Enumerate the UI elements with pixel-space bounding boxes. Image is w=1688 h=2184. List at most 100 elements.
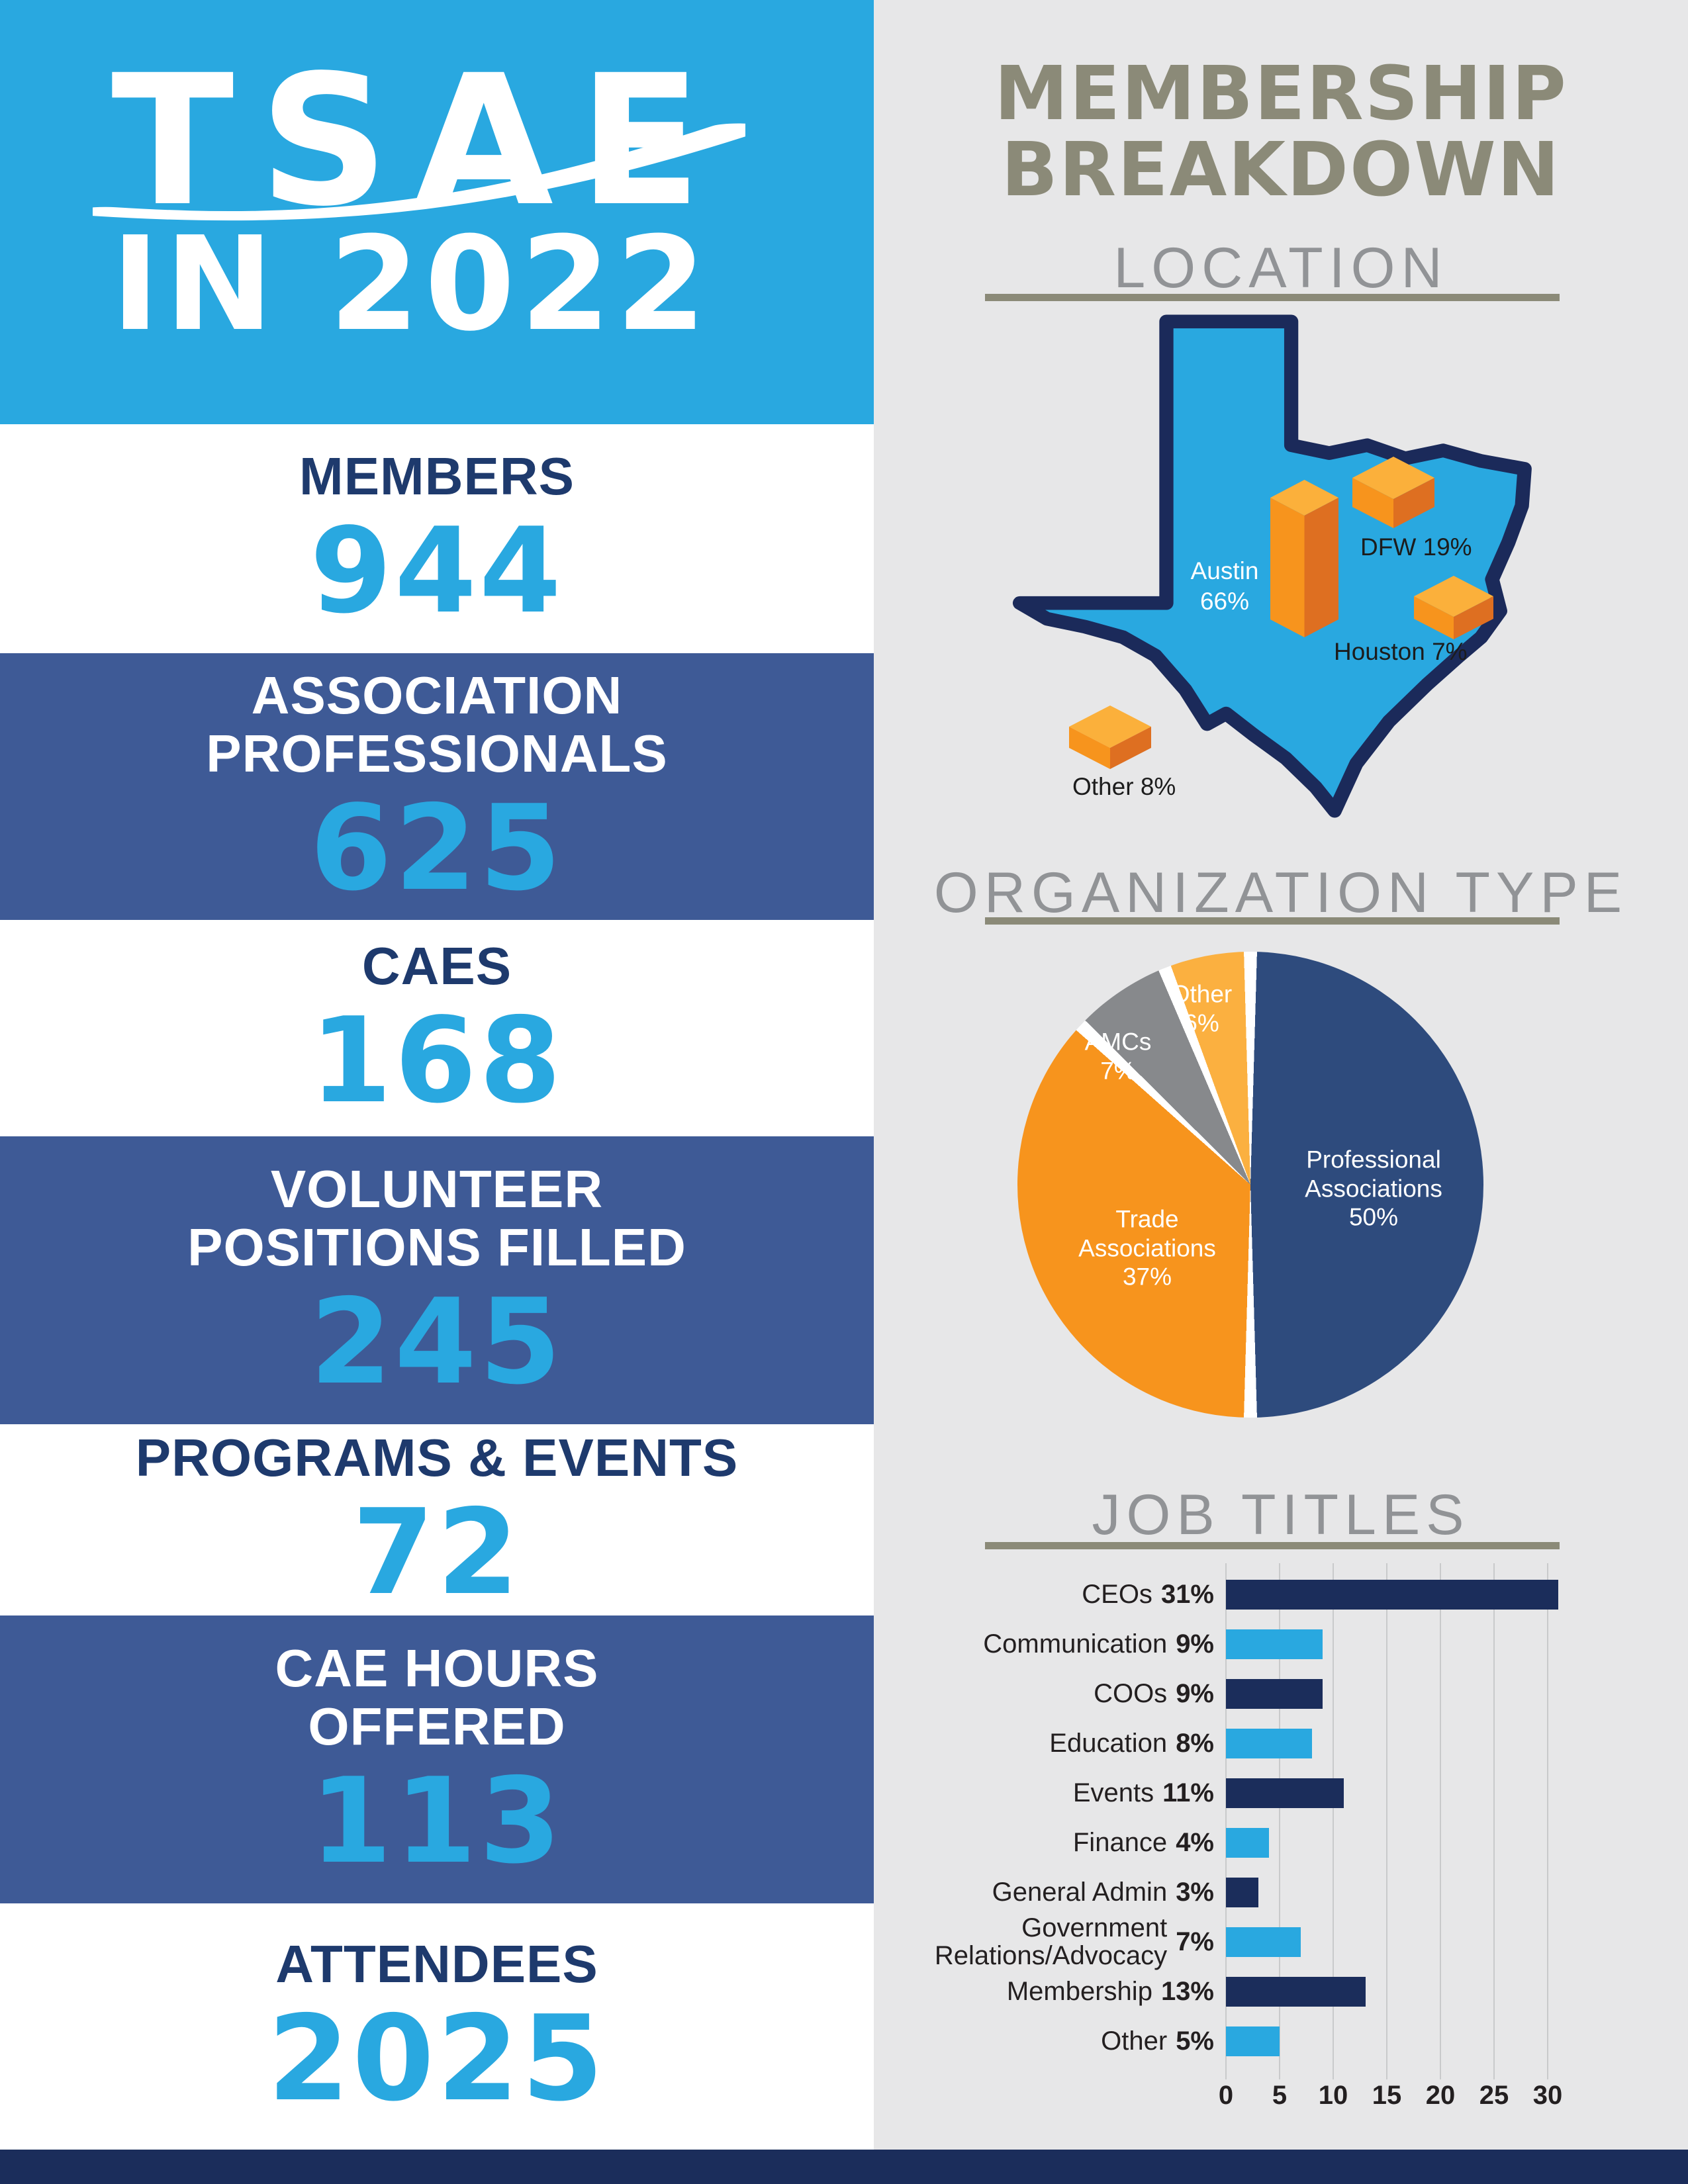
bar-value-label: 8% [1176,1729,1214,1758]
bar [1226,2026,1280,2056]
bar-category-label: General Admin [992,1877,1168,1907]
texas-map: Austin 66% DFW 19% Houston 7% Other 8% [973,306,1569,842]
stat-label: VOLUNTEER POSITIONS FILLED [187,1159,686,1277]
stat-label: MEMBERS [299,447,575,506]
map-marker-box [1414,576,1493,639]
stat-band: VOLUNTEER POSITIONS FILLED 245 [0,1136,874,1424]
bar-category-label: COOs [1094,1678,1168,1708]
stat-band: CAE HOURS OFFERED 113 [0,1615,874,1903]
logo-subtitle: IN 2022 [111,209,712,360]
bar-value-label: 9% [1176,1629,1214,1659]
tsae-logo: TSAE [93,52,745,232]
map-marker-label: Other 8% [1072,773,1176,800]
bar-value-label: 13% [1160,1977,1214,2006]
map-marker-label: Austin 66% [1190,557,1259,615]
membership-title: MEMBERSHIP BREAKDOWN [994,51,1568,214]
3d-box-icon [1270,480,1338,637]
bar-category-label: Events [1072,1778,1154,1807]
right-column: MEMBERSHIP BREAKDOWN LOCATION Austin 66%… [874,0,1688,2150]
bar [1226,1679,1323,1709]
bar [1226,1580,1559,1610]
axis-tick-label: 25 [1479,2081,1509,2110]
bar-category-label: Education [1049,1728,1168,1758]
logo-text: TSAE [111,37,727,246]
bar-row: General Admin 3% [874,1868,1688,1917]
bar-label-cell: Events 11% [874,1778,1226,1808]
axis-tick-label: 5 [1272,2081,1288,2110]
gridline [1333,1563,1334,2079]
logo-block: TSAE IN 2022 [0,0,874,424]
box-right-face [1304,498,1338,637]
bar-value-label: 31% [1160,1580,1214,1609]
bar-value-label: 3% [1176,1878,1214,1907]
bar-category-label: Finance [1072,1827,1168,1857]
map-marker-label: DFW 19% [1360,533,1472,561]
pie-slice-value: 6% [1184,1009,1219,1036]
pie-slice-label: Trade Associations 37% [1058,1205,1237,1292]
stat-value: 113 [310,1752,564,1889]
box-left-face [1414,596,1454,639]
pie-slice-name: Professional Associations [1305,1146,1442,1203]
gridline [1547,1563,1548,2079]
bar [1226,1927,1301,1957]
pie-slice-value: 37% [1122,1263,1172,1291]
bar-value-label: 5% [1176,2026,1214,2056]
stat-value: 72 [352,1483,522,1621]
pie-slice-value: 50% [1348,1203,1399,1231]
box-left-face [1352,478,1393,528]
location-rule [985,294,1560,301]
bar [1226,1729,1312,1758]
stat-value: 2025 [267,1990,606,2127]
gridline [1225,1563,1227,2079]
bar-label-cell: Other 5% [874,2026,1226,2056]
bar-row: Government Relations/Advocacy 7% [874,1915,1688,1970]
bar-label-cell: Communication 9% [874,1629,1226,1659]
left-column: TSAE IN 2022 MEMBERS 944 ASSOCIATION PROFE… [0,0,874,2127]
axis-tick-label: 30 [1532,2081,1563,2110]
stat-band: PROGRAMS & EVENTS 72 [0,1424,874,1615]
gridline [1493,1563,1495,2079]
map-marker-box [1069,705,1151,769]
bar-row: Communication 9% [874,1619,1688,1669]
pie-slice-value: 7% [1100,1057,1136,1084]
bar-label-cell: Finance 4% [874,1828,1226,1858]
footer-bar [0,2150,1688,2184]
stat-value: 944 [310,502,564,639]
pie-slice-label: AMCs 7% [1052,1027,1184,1085]
bar-label-cell: Membership 13% [874,1977,1226,2007]
axis-tick-label: 10 [1318,2081,1348,2110]
organization-type-rule [985,917,1560,925]
map-marker-box [1270,480,1338,637]
box-left-face [1270,498,1305,637]
3d-box-icon [1352,457,1434,528]
pie-slice-name: Trade Associations [1078,1205,1216,1262]
bar-label-cell: Government Relations/Advocacy 7% [874,1915,1226,1970]
bar-category-label: Other [1101,2026,1168,2056]
map-marker-label: Houston 7% [1334,638,1468,665]
bar-row: Education 8% [874,1719,1688,1768]
axis-ticks: 0 5 10 15 20 25 30 [1219,2081,1570,2114]
location-heading: LOCATION [1113,236,1448,300]
axis-tick-label: 15 [1372,2081,1402,2110]
pie-slice-label: Other 6% [1135,979,1268,1037]
organization-pie-chart: Professional Associations 50% Trade Associ… [1017,952,1483,1418]
pie-slice-name: Other [1170,980,1233,1008]
stat-band: CAES 168 [0,920,874,1136]
axis-tick-label: 20 [1425,2081,1456,2110]
gridline [1386,1563,1387,2079]
3d-box-icon [1069,705,1151,769]
stat-label: ATTENDEES [275,1934,598,1993]
bar-row: Membership 13% [874,1967,1688,2017]
gridline [1279,1563,1280,2079]
bar [1226,1629,1323,1659]
bar-category-label: Membership [1006,1976,1152,2006]
pie-slice-name: AMCs [1084,1028,1152,1056]
bar-label-cell: COOs 9% [874,1679,1226,1709]
box-right-face [1393,478,1434,528]
bar-label-cell: General Admin 3% [874,1878,1226,1907]
organization-type-heading: ORGANIZATION TYPE [933,861,1628,925]
box-right-face [1454,596,1493,639]
stat-label: CAE HOURS OFFERED [275,1638,599,1756]
bar-label-cell: CEOs 31% [874,1580,1226,1610]
